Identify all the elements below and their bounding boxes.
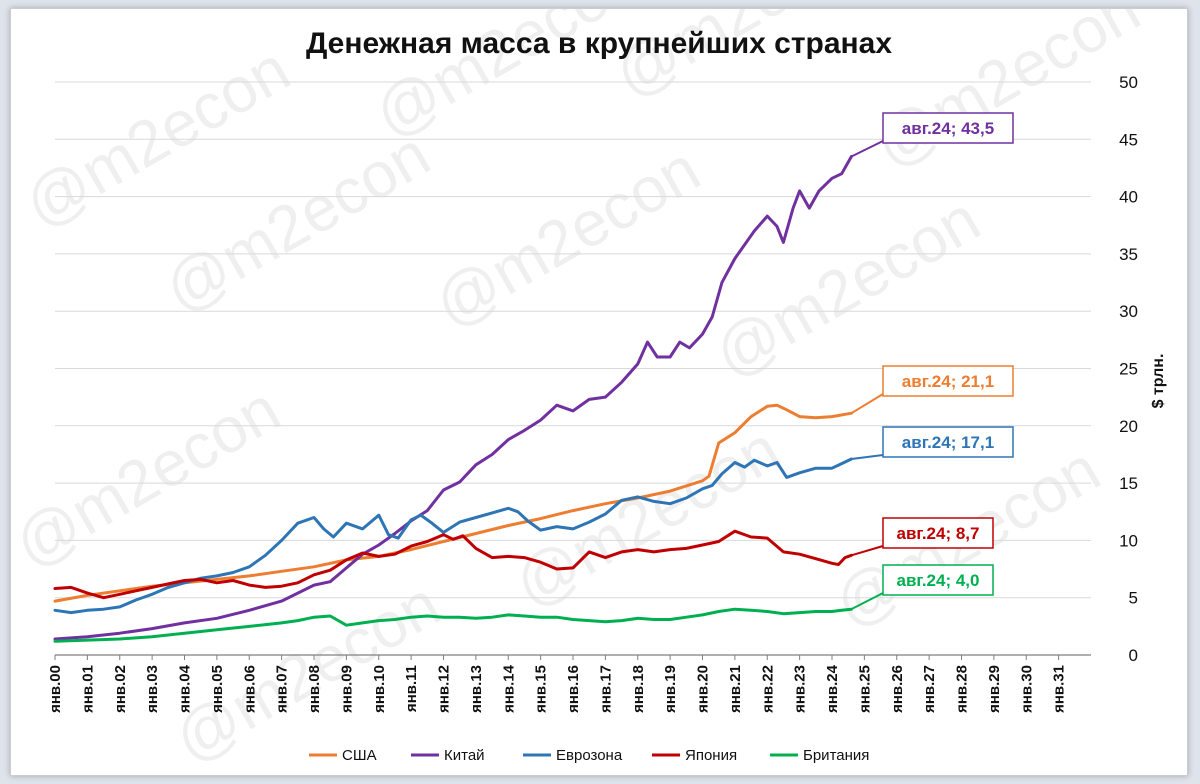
y-axis-label: $ трлн. [1150, 354, 1167, 409]
watermark-text: @m2econ [702, 182, 991, 391]
x-tick-label: янв.08 [306, 665, 323, 713]
x-tick-label: янв.25 [856, 665, 873, 713]
x-tick-label: янв.31 [1051, 665, 1068, 713]
y-tick-label: 45 [1119, 130, 1138, 149]
y-tick-label: 20 [1119, 417, 1138, 436]
y-tick-label: 15 [1119, 474, 1138, 493]
callout-leader [851, 454, 884, 461]
callout-label: авг.24; 8,7 [897, 524, 980, 543]
y-tick-label: 30 [1119, 302, 1138, 321]
chart-canvas: @m2econ@m2econ@m2econ@m2econ@m2econ @m2ec… [11, 9, 1167, 775]
x-tick-label: янв.13 [468, 665, 485, 713]
x-tick-label: янв.09 [338, 665, 355, 713]
x-tick-label: янв.06 [241, 665, 258, 713]
legend-entry: США [342, 747, 377, 764]
series-line [53, 607, 853, 643]
callout-leader [851, 545, 884, 557]
y-tick-label: 10 [1119, 531, 1138, 550]
legend-entry: Еврозона [556, 747, 623, 764]
x-tick-label: янв.16 [565, 665, 582, 713]
callout-leader [850, 140, 884, 158]
series-line [53, 457, 853, 615]
series-line [53, 155, 853, 641]
x-tick-label: янв.00 [47, 665, 64, 713]
x-tick-label: янв.15 [533, 665, 550, 713]
legend-entry: Китай [444, 747, 485, 764]
x-tick-label: янв.19 [662, 665, 679, 713]
legend-entry: Япония [685, 747, 737, 764]
y-tick-label: 50 [1119, 73, 1138, 92]
series-line [53, 529, 853, 600]
callout-leader [850, 592, 884, 611]
x-tick-label: янв.10 [371, 665, 388, 713]
y-tick-label: 40 [1119, 188, 1138, 207]
callout-layer: авг.24; 21,1 авг.24; 43,5 авг.24; 17,1 авг.… [850, 112, 1014, 611]
x-tick-label: янв.18 [630, 665, 647, 713]
x-tick-label: янв.24 [824, 664, 841, 713]
callout-box [882, 112, 1014, 144]
watermark-text: @m2econ [602, 9, 891, 111]
x-tick-label: янв.04 [177, 664, 194, 713]
callout-label: авг.24; 17,1 [902, 433, 994, 452]
x-tick-label: янв.01 [79, 665, 96, 713]
x-axis-ticks: янв.00 янв.01 янв.02 янв.03 янв.04 янв.05 янв.… [47, 655, 1068, 713]
x-tick-label: янв.17 [597, 665, 614, 713]
x-tick-label: янв.28 [954, 665, 971, 713]
callout-label: авг.24; 21,1 [902, 372, 994, 391]
watermark-text: @m2econ [422, 132, 711, 341]
y-tick-label: 5 [1129, 589, 1138, 608]
x-tick-label: янв.26 [889, 665, 906, 713]
y-tick-label: 0 [1129, 646, 1138, 665]
x-tick-label: янв.22 [759, 665, 776, 713]
callout-box [882, 564, 994, 596]
series-layer [53, 155, 853, 643]
legend-entry: Британия [803, 747, 869, 764]
y-tick-label: 25 [1119, 360, 1138, 379]
x-tick-label: янв.20 [695, 665, 712, 713]
y-tick-label: 35 [1119, 245, 1138, 264]
callout-label: авг.24; 43,5 [902, 119, 994, 138]
x-tick-label: янв.07 [274, 665, 291, 713]
x-tick-label: янв.23 [792, 665, 809, 713]
callout-label: авг.24; 4,0 [897, 571, 980, 590]
series-line [53, 403, 853, 603]
x-tick-label: янв.29 [986, 665, 1003, 713]
chart-frame: @m2econ @m2econ @m2econ @m2econ @m2econ @m2ec… [10, 8, 1188, 776]
legend: США Китай Еврозона Япония Британия [309, 747, 869, 764]
callout-box [882, 426, 1014, 458]
watermark-text: @m2econ [862, 9, 1151, 181]
x-tick-label: янв.12 [436, 665, 453, 713]
x-tick-label: янв.14 [500, 664, 517, 713]
x-tick-label: янв.02 [112, 665, 129, 713]
y-axis-ticks: 0 5 10 15 20 25 30 35 40 45 50 [1119, 73, 1138, 665]
callout-box [882, 365, 1014, 397]
x-tick-label: янв.30 [1018, 665, 1035, 713]
x-tick-label: янв.05 [209, 665, 226, 713]
callout-leader [850, 393, 884, 415]
x-tick-label: янв.27 [921, 665, 938, 713]
x-tick-label: янв.21 [727, 665, 744, 713]
x-tick-label: янв.03 [144, 665, 161, 713]
callout-box [882, 517, 994, 549]
x-tick-label: янв.11 [403, 665, 420, 712]
chart-title: Денежная масса в крупнейших странах [306, 27, 892, 60]
watermark-text: @m2econ [11, 372, 291, 581]
